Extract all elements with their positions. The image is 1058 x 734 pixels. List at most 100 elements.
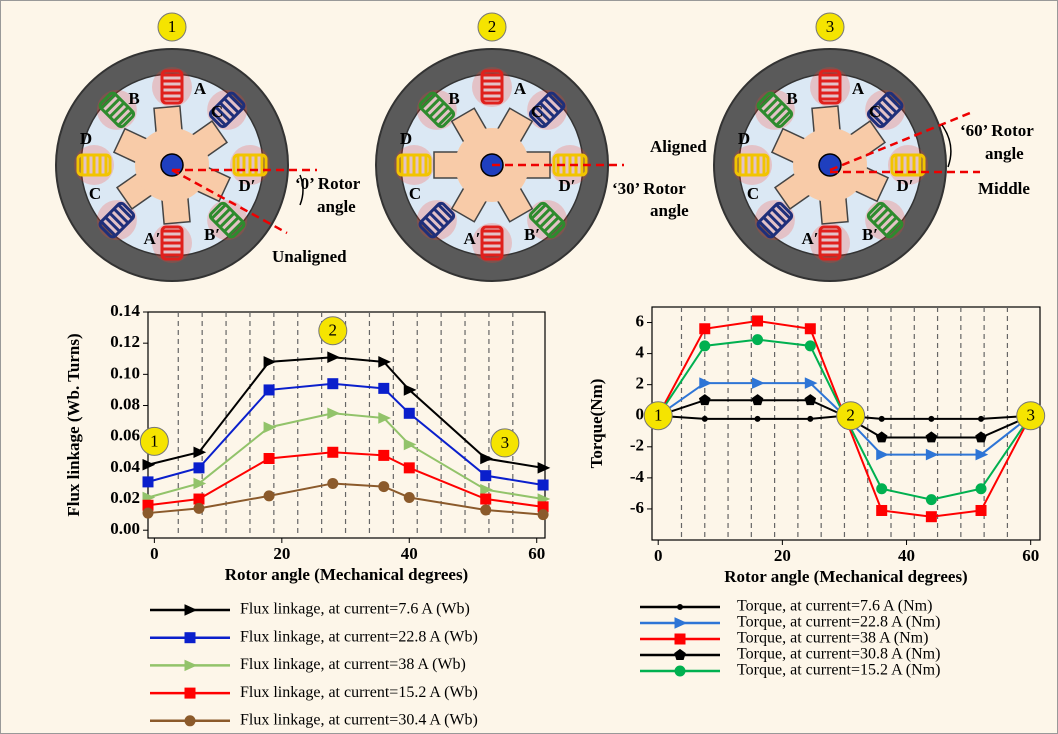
chart-annotation: 3 xyxy=(501,433,510,452)
pole-label: A xyxy=(514,79,527,98)
legend-label: Flux linkage, at current=15.2 A (Wb) xyxy=(240,684,478,701)
chart-annotation: 3 xyxy=(1026,406,1035,425)
marker xyxy=(194,494,204,504)
y-tick-label: 4 xyxy=(636,343,645,362)
marker xyxy=(481,471,491,481)
legend-marker xyxy=(675,666,685,676)
y-tick-label: 0.10 xyxy=(110,363,140,382)
marker xyxy=(753,316,763,326)
figure: 1 A B C D D′ C A′ B′ ‘0’ Rotor angle Unaligned 2 A B C D… xyxy=(0,0,1058,734)
chart-annotation: 1 xyxy=(150,431,159,450)
diagram-number: 1 xyxy=(168,17,177,36)
pole-label: D′ xyxy=(558,176,575,195)
diagram-annotation: ‘0’ Rotor xyxy=(295,174,361,193)
pole-label: B xyxy=(786,89,797,108)
marker xyxy=(481,505,491,515)
pole-label: B′ xyxy=(204,225,220,244)
coil xyxy=(152,67,192,107)
marker xyxy=(700,324,710,334)
coil xyxy=(732,145,772,185)
diagram-annotation: Unaligned xyxy=(272,247,347,266)
chart-annotation: 2 xyxy=(846,406,855,425)
x-tick-label: 0 xyxy=(150,544,159,563)
marker xyxy=(194,503,204,513)
marker xyxy=(976,484,986,494)
pole-label: C xyxy=(409,184,421,203)
marker xyxy=(976,505,986,515)
x-axis-label: Rotor angle (Mechanical degrees) xyxy=(225,565,468,584)
y-tick-label: 0 xyxy=(636,405,645,424)
chart-annotation: 1 xyxy=(654,406,663,425)
x-tick-label: 20 xyxy=(774,546,791,565)
legend-marker xyxy=(675,634,685,644)
marker xyxy=(926,512,936,522)
marker xyxy=(379,482,389,492)
diagram-annotation: ‘60’ Rotor xyxy=(960,121,1034,140)
pole-label: D xyxy=(80,129,92,148)
pole-label: A′ xyxy=(463,229,480,248)
marker xyxy=(538,480,548,490)
marker xyxy=(379,383,389,393)
diagram-annotation: angle xyxy=(985,144,1024,163)
marker xyxy=(805,341,815,351)
diagram-number: 3 xyxy=(826,17,835,36)
diagram-annotation: angle xyxy=(650,201,689,220)
y-tick-label: 0.06 xyxy=(110,426,140,445)
marker xyxy=(805,324,815,334)
y-tick-label: -4 xyxy=(630,467,645,486)
pole-label: B xyxy=(448,89,459,108)
marker xyxy=(879,416,884,421)
legend-label: Torque, at current=22.8 A (Nm) xyxy=(737,614,940,631)
marker xyxy=(379,450,389,460)
pole-label: B′ xyxy=(862,225,878,244)
pole-label: A xyxy=(194,79,207,98)
marker xyxy=(877,484,887,494)
coil xyxy=(394,145,434,185)
marker xyxy=(264,454,274,464)
coil xyxy=(810,67,850,107)
marker xyxy=(755,416,760,421)
pole-label: D′ xyxy=(238,176,255,195)
pole-label: C xyxy=(531,102,543,121)
diagram-annotation: Aligned xyxy=(650,137,707,156)
pole-label: D′ xyxy=(896,176,913,195)
legend-marker xyxy=(185,716,195,726)
diagram-number: 2 xyxy=(488,17,497,36)
legend-marker xyxy=(678,605,683,610)
marker xyxy=(538,510,548,520)
legend-label: Flux linkage, at current=38 A (Wb) xyxy=(240,656,466,673)
diagram-annotation: Middle xyxy=(978,179,1030,198)
x-tick-label: 20 xyxy=(273,544,290,563)
pole-label: B′ xyxy=(524,225,540,244)
coil xyxy=(74,145,114,185)
y-tick-label: 0.14 xyxy=(110,301,140,320)
diagram-annotation: ‘30’ Rotor xyxy=(612,179,686,198)
y-tick-label: 0.12 xyxy=(110,332,140,351)
marker xyxy=(328,447,338,457)
coil xyxy=(472,67,512,107)
marker xyxy=(877,505,887,515)
x-tick-label: 40 xyxy=(401,544,418,563)
marker xyxy=(264,385,274,395)
x-tick-label: 60 xyxy=(1022,546,1039,565)
marker xyxy=(700,341,710,351)
chart-annotation: 2 xyxy=(329,321,338,340)
legend-marker xyxy=(185,688,195,698)
marker xyxy=(143,508,153,518)
y-tick-label: 6 xyxy=(636,311,645,330)
x-tick-label: 0 xyxy=(654,546,663,565)
legend-label: Flux linkage, at current=7.6 A (Wb) xyxy=(240,601,470,618)
pole-label: C xyxy=(89,184,101,203)
marker xyxy=(404,408,414,418)
y-axis-label: Flux linkage (Wb. Turns) xyxy=(64,333,83,516)
marker xyxy=(404,463,414,473)
pole-label: C xyxy=(211,102,223,121)
marker xyxy=(702,416,707,421)
legend-label: Torque, at current=15.2 A (Nm) xyxy=(737,662,940,679)
x-tick-label: 40 xyxy=(898,546,915,565)
legend-label: Flux linkage, at current=30.4 A (Wb) xyxy=(240,711,478,728)
marker xyxy=(753,335,763,345)
y-tick-label: 0.04 xyxy=(110,457,140,476)
marker xyxy=(328,478,338,488)
legend-label: Torque, at current=7.6 A (Nm) xyxy=(737,598,932,615)
